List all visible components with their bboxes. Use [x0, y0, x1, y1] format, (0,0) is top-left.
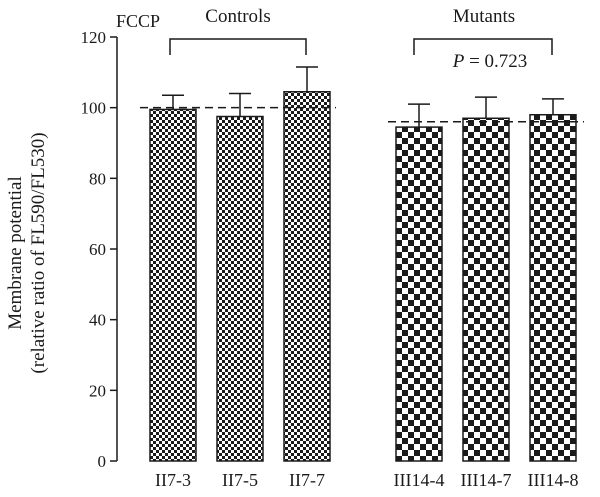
x-tick-label: II7-3	[155, 470, 191, 490]
y-tick-label: 60	[89, 240, 106, 259]
x-tick-label: III14-8	[528, 470, 579, 490]
group-bracket	[413, 38, 553, 55]
bar-III14-7	[462, 117, 510, 462]
fccp-label: FCCP	[116, 11, 160, 31]
y-tick-label: 100	[81, 99, 107, 118]
y-tick-label: 80	[89, 169, 106, 188]
group-label: Mutants	[453, 6, 515, 27]
x-tick-label: II7-5	[222, 470, 258, 490]
y-axis-ticks: 0 20 40 60 80 100 120	[81, 28, 117, 471]
y-axis-label-line1: Membrane potential	[5, 176, 26, 330]
bar-II7-7	[283, 91, 331, 462]
bar-II7-3	[149, 108, 197, 462]
bar-III14-8	[529, 113, 577, 462]
y-axis-label-line2: (relative ratio of FL590/FL530)	[28, 132, 49, 373]
bar-III14-4	[395, 126, 443, 462]
x-tick-label: III14-7	[461, 470, 512, 490]
y-tick-label: 0	[98, 452, 107, 471]
group-bracket	[169, 38, 307, 55]
group-controls: Controls II7-3 II7-5 II7-7	[140, 6, 336, 490]
y-tick-label: 20	[89, 381, 106, 400]
group-label: Controls	[205, 6, 270, 27]
p-value-annotation: P = 0.723	[452, 51, 528, 72]
bar-groups: Controls II7-3 II7-5 II7-7 Mutants P = 0.723 I…	[140, 6, 584, 490]
x-tick-label: II7-7	[289, 470, 325, 490]
bar-II7-5	[216, 115, 264, 462]
x-tick-label: III14-4	[394, 470, 445, 490]
y-tick-label: 40	[89, 311, 106, 330]
group-mutants: Mutants P = 0.723 III14-4 III14-7 III14-8	[388, 6, 584, 490]
y-tick-label: 120	[81, 28, 107, 47]
